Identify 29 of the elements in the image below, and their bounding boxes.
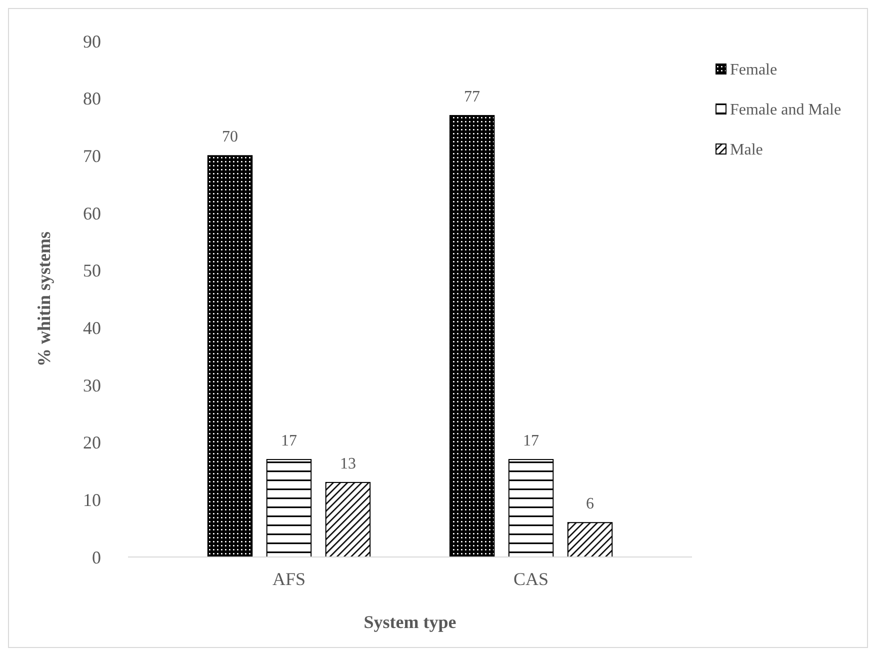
- bar: [207, 155, 253, 558]
- x-axis-title: System type: [364, 612, 456, 632]
- y-tick-label: 90: [83, 31, 101, 52]
- y-tick-label: 0: [92, 547, 101, 568]
- x-tick-label: CAS: [514, 569, 549, 589]
- x-tick-label: AFS: [272, 569, 306, 589]
- y-tick-label: 60: [83, 203, 101, 224]
- y-tick-label: 70: [83, 146, 101, 166]
- y-tick-label: 80: [83, 88, 101, 109]
- bar: [266, 459, 312, 558]
- data-label: 6: [586, 496, 594, 513]
- y-tick-label: 10: [83, 490, 101, 510]
- y-tick-label: 50: [83, 260, 101, 281]
- y-tick-label: 20: [83, 432, 101, 453]
- data-label: 17: [523, 432, 540, 450]
- bar: [508, 459, 554, 558]
- y-axis-title: % whitin systems: [34, 231, 54, 367]
- legend-label: Male: [730, 142, 763, 159]
- bar: [325, 482, 371, 558]
- data-label: 70: [222, 128, 238, 146]
- data-label: 13: [340, 455, 356, 472]
- legend-label: Female and Male: [730, 102, 842, 119]
- legend-label: Female: [730, 62, 778, 79]
- bar: [449, 115, 495, 558]
- y-tick-label: 40: [83, 318, 101, 338]
- bar: [567, 522, 613, 558]
- data-label: 77: [464, 88, 480, 106]
- y-tick-label: 30: [83, 375, 101, 396]
- data-label: 17: [280, 432, 297, 450]
